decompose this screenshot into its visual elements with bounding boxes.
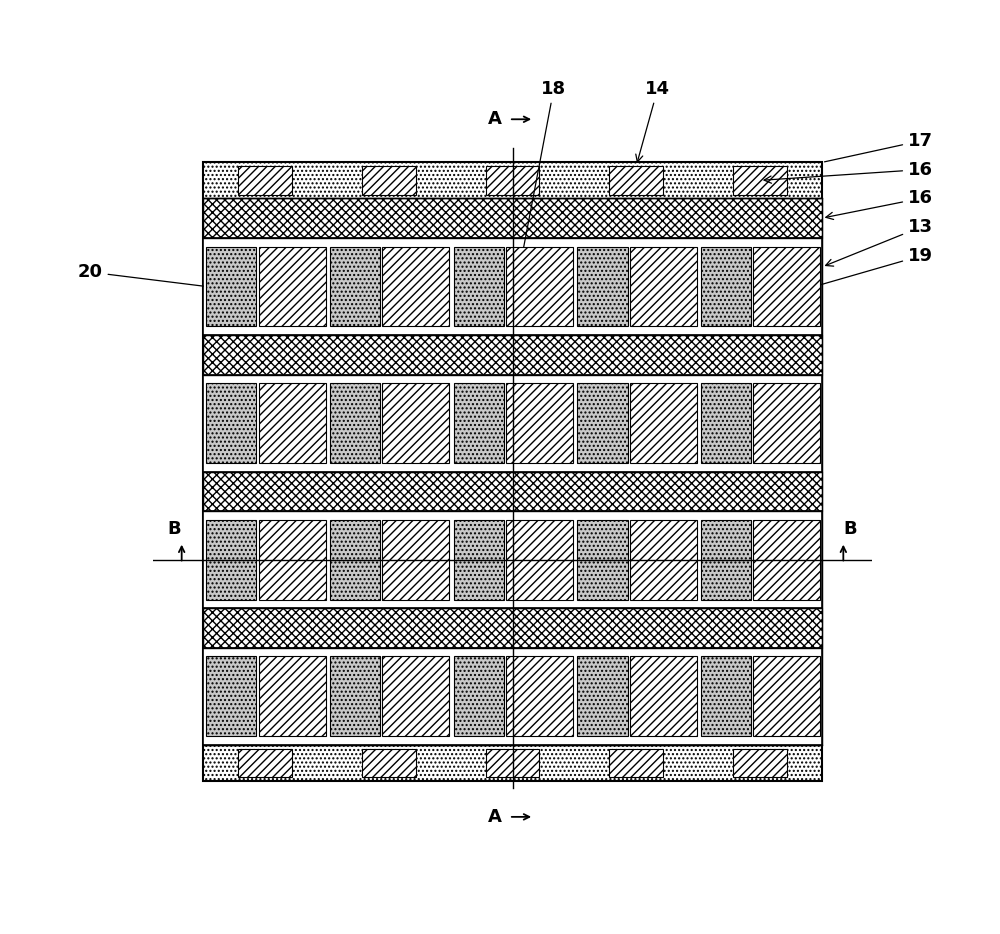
Bar [203, 238, 822, 335]
Bar [577, 520, 628, 600]
Text: 13: 13 [826, 219, 933, 266]
Bar [203, 163, 822, 781]
Bar [577, 657, 628, 736]
Bar [238, 748, 292, 777]
Bar [203, 472, 822, 511]
Bar [486, 166, 539, 195]
Bar [362, 166, 416, 195]
Text: B: B [168, 520, 181, 538]
Bar [630, 247, 697, 326]
Bar [506, 520, 573, 600]
Bar [203, 375, 822, 472]
Bar [206, 383, 256, 463]
Bar [486, 748, 539, 777]
Bar [454, 383, 504, 463]
Bar [203, 198, 822, 238]
Bar [203, 472, 822, 511]
Bar [382, 520, 449, 600]
Bar [382, 383, 449, 463]
Bar [206, 520, 256, 600]
Bar [203, 375, 822, 472]
Text: 16: 16 [826, 190, 933, 219]
Text: 19: 19 [817, 247, 933, 286]
Bar [203, 511, 822, 608]
Bar [203, 648, 822, 745]
Bar [203, 335, 822, 375]
Bar [206, 247, 256, 326]
Bar [506, 383, 573, 463]
Bar [203, 238, 822, 335]
Bar [733, 166, 787, 195]
Bar [203, 608, 822, 648]
Bar [630, 383, 697, 463]
Bar [454, 657, 504, 736]
Bar [203, 608, 822, 648]
Bar [203, 335, 822, 375]
Text: 16: 16 [764, 161, 933, 183]
Text: A: A [488, 808, 502, 826]
Text: 18: 18 [511, 79, 566, 302]
Bar [330, 247, 380, 326]
Bar [362, 748, 416, 777]
Bar [203, 511, 822, 608]
Bar [753, 520, 820, 600]
Bar [203, 648, 822, 745]
Bar [203, 648, 822, 745]
Bar [577, 383, 628, 463]
Bar [259, 657, 326, 736]
Bar [701, 657, 751, 736]
Bar [330, 383, 380, 463]
Bar [330, 657, 380, 736]
Text: B: B [844, 520, 857, 538]
Text: A: A [488, 110, 502, 128]
Bar [206, 657, 256, 736]
Bar [609, 166, 663, 195]
Bar [701, 383, 751, 463]
Bar [259, 247, 326, 326]
Bar [753, 247, 820, 326]
Bar [454, 520, 504, 600]
Text: 17: 17 [824, 132, 933, 162]
Text: 14: 14 [636, 79, 670, 162]
Bar [609, 748, 663, 777]
Bar [506, 247, 573, 326]
Bar [454, 247, 504, 326]
Bar [203, 238, 822, 335]
Bar [203, 375, 822, 472]
Bar [259, 520, 326, 600]
Text: 20: 20 [78, 263, 203, 286]
Bar [330, 520, 380, 600]
Bar [701, 520, 751, 600]
Bar [701, 247, 751, 326]
Bar [382, 247, 449, 326]
Bar [630, 657, 697, 736]
Bar [630, 520, 697, 600]
Bar [203, 198, 822, 238]
Bar [506, 657, 573, 736]
Bar [733, 748, 787, 777]
Bar [203, 511, 822, 608]
Bar [238, 166, 292, 195]
Bar [753, 383, 820, 463]
Bar [259, 383, 326, 463]
Bar [577, 247, 628, 326]
Bar [753, 657, 820, 736]
Bar [382, 657, 449, 736]
